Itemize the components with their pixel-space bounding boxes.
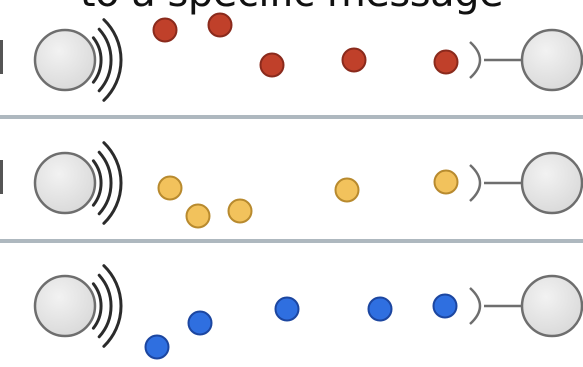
message-dot-red [152, 17, 178, 43]
message-dot-red [207, 12, 233, 38]
message-dot-blue [187, 310, 213, 336]
message-dot-yellow [157, 175, 183, 201]
message-dot-red [259, 52, 285, 78]
channel-row-yellow [33, 141, 583, 229]
message-dot-blue [144, 334, 170, 360]
sender-node-icon [33, 28, 97, 92]
receptor-icon [469, 164, 522, 202]
receiver-node-icon [520, 274, 583, 338]
message-dot-blue [367, 296, 393, 322]
edge-mark [0, 160, 3, 194]
receptor-icon [469, 41, 522, 79]
signal-waves-icon [91, 141, 123, 225]
message-dot-yellow [227, 198, 253, 224]
message-dot-yellow [433, 169, 459, 195]
message-dot-yellow [334, 177, 360, 203]
signal-waves-icon [91, 264, 123, 348]
message-dot-red [433, 49, 459, 75]
channel-row-red [33, 12, 583, 102]
signal-waves-icon [91, 18, 123, 102]
message-dot-red [341, 47, 367, 73]
sender-node-icon [33, 274, 97, 338]
receiver-node-icon [520, 151, 583, 215]
edge-mark [0, 40, 3, 74]
sender-node-icon [33, 151, 97, 215]
receiver-node-icon [520, 28, 583, 92]
message-dot-yellow [185, 203, 211, 229]
caption-title: to a specific message [0, 0, 583, 13]
receptor-icon [469, 287, 522, 325]
channel-row-blue [33, 264, 583, 360]
message-dot-blue [432, 293, 458, 319]
message-dot-blue [274, 296, 300, 322]
